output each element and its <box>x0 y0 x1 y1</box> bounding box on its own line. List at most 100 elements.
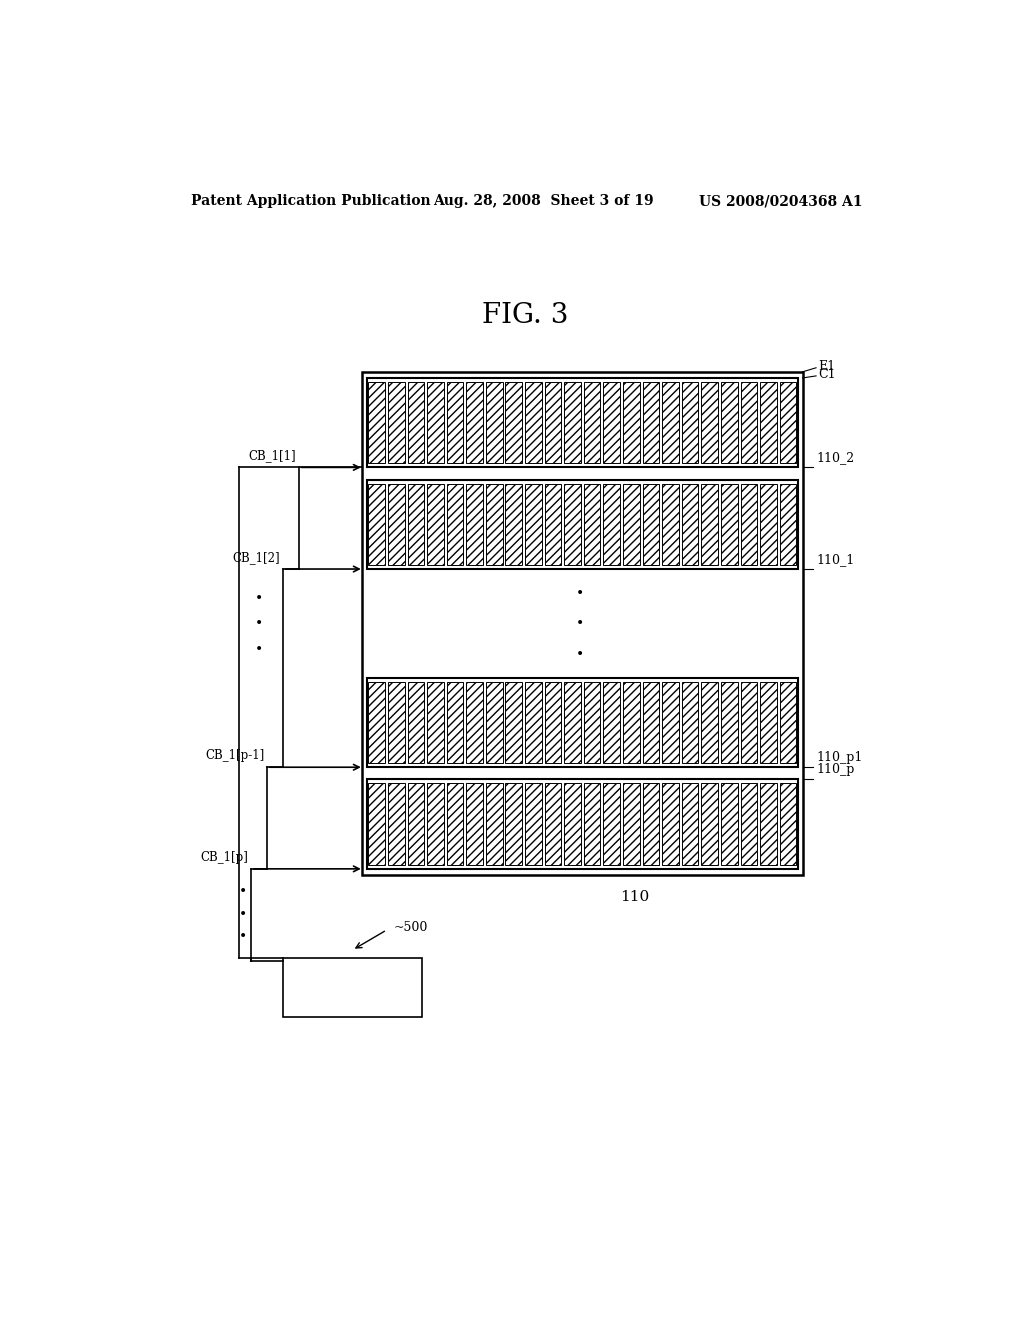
Bar <box>701 682 718 763</box>
Bar <box>603 381 621 463</box>
Bar <box>466 784 483 865</box>
Text: •: • <box>255 591 263 605</box>
Bar <box>525 784 542 865</box>
Bar <box>721 682 737 763</box>
Bar <box>721 381 737 463</box>
Text: 110_p1: 110_p1 <box>816 751 862 764</box>
Bar <box>564 682 581 763</box>
Bar <box>367 378 798 467</box>
Bar <box>584 381 600 463</box>
Bar <box>506 483 522 565</box>
Bar <box>485 381 503 463</box>
Text: 110_p: 110_p <box>816 763 854 776</box>
Bar <box>485 682 503 763</box>
Bar <box>564 483 581 565</box>
Text: •: • <box>577 647 585 661</box>
Bar <box>427 784 443 865</box>
Bar <box>525 483 542 565</box>
Text: •: • <box>239 907 247 920</box>
Bar <box>525 682 542 763</box>
Bar <box>427 483 443 565</box>
Text: FIG. 3: FIG. 3 <box>481 302 568 330</box>
Bar <box>408 784 424 865</box>
Bar <box>663 784 679 865</box>
Bar <box>623 381 640 463</box>
Text: •: • <box>239 884 247 898</box>
Text: Patent Application Publication: Patent Application Publication <box>191 194 431 209</box>
Bar <box>740 381 757 463</box>
Bar <box>466 381 483 463</box>
Bar <box>603 784 621 865</box>
Bar <box>623 483 640 565</box>
Bar <box>584 682 600 763</box>
Bar <box>388 381 404 463</box>
Text: 110_1: 110_1 <box>816 553 854 566</box>
Bar <box>427 381 443 463</box>
Bar <box>408 483 424 565</box>
Bar <box>740 682 757 763</box>
Bar <box>603 682 621 763</box>
Bar <box>643 682 659 763</box>
Bar <box>760 381 777 463</box>
Bar <box>760 483 777 565</box>
Bar <box>701 784 718 865</box>
Bar <box>283 958 422 1018</box>
Bar <box>466 682 483 763</box>
Bar <box>663 483 679 565</box>
Text: Aug. 28, 2008  Sheet 3 of 19: Aug. 28, 2008 Sheet 3 of 19 <box>433 194 654 209</box>
Bar <box>701 483 718 565</box>
Bar <box>545 381 561 463</box>
Bar <box>779 682 797 763</box>
Bar <box>408 381 424 463</box>
Bar <box>623 784 640 865</box>
Bar <box>584 784 600 865</box>
Bar <box>369 682 385 763</box>
Text: C1: C1 <box>818 368 836 381</box>
Text: E1: E1 <box>818 360 836 374</box>
Bar <box>721 483 737 565</box>
Bar <box>525 381 542 463</box>
Text: ~500: ~500 <box>394 921 428 935</box>
Bar <box>545 483 561 565</box>
Bar <box>779 784 797 865</box>
Bar <box>485 784 503 865</box>
Bar <box>740 784 757 865</box>
Bar <box>369 784 385 865</box>
Bar <box>643 381 659 463</box>
Bar <box>603 483 621 565</box>
Text: •: • <box>577 616 585 631</box>
Bar <box>721 784 737 865</box>
Bar <box>388 784 404 865</box>
Bar <box>584 483 600 565</box>
Bar <box>663 682 679 763</box>
Bar <box>369 483 385 565</box>
Bar <box>545 682 561 763</box>
Text: •: • <box>255 642 263 656</box>
Bar <box>779 483 797 565</box>
Bar <box>506 381 522 463</box>
Bar <box>643 784 659 865</box>
Bar <box>446 381 463 463</box>
Bar <box>564 784 581 865</box>
Bar <box>446 784 463 865</box>
Bar <box>446 483 463 565</box>
Bar <box>682 483 698 565</box>
Bar <box>760 784 777 865</box>
Text: •: • <box>577 586 585 599</box>
Bar <box>701 381 718 463</box>
Bar <box>682 784 698 865</box>
Bar <box>367 779 798 869</box>
Bar <box>388 483 404 565</box>
Bar <box>740 483 757 565</box>
Text: 110_2: 110_2 <box>816 451 854 465</box>
Bar <box>485 483 503 565</box>
Bar <box>506 784 522 865</box>
Text: CB_1[1]: CB_1[1] <box>249 449 296 462</box>
Bar <box>427 682 443 763</box>
Bar <box>663 381 679 463</box>
Text: CB_1[2]: CB_1[2] <box>232 550 281 564</box>
Text: •: • <box>239 929 247 942</box>
Bar <box>388 682 404 763</box>
Text: CB_1[p]: CB_1[p] <box>201 851 249 863</box>
Bar <box>760 682 777 763</box>
